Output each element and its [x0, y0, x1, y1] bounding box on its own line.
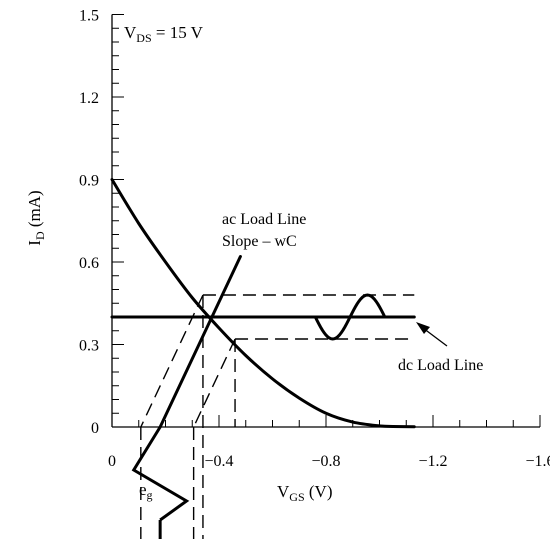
eg-label: eg [139, 480, 153, 502]
x-tick-label: −0.8 [311, 453, 340, 470]
y-tick-label: 1.5 [79, 8, 99, 25]
y-tick-label: 0.6 [79, 255, 99, 272]
ticks: 0 0.3 0.6 0.9 1.2 1.5 0 −0.4 −0.8 −1.2 −1.6 [79, 8, 550, 471]
y-axis-label: ID (mA) [25, 190, 47, 245]
ac-parallel-upper [140, 294, 204, 428]
dc-load-line-arrow [422, 327, 448, 347]
ac-load-line-label: ac Load Line [222, 211, 306, 228]
curves [110, 178, 416, 429]
projection-lines [140, 294, 415, 539]
ac-load-line-slope-label: Slope – wC [222, 233, 297, 250]
x-tick-label: −1.6 [525, 453, 550, 470]
signal-waves [131, 293, 387, 539]
x-tick-label: −0.4 [204, 453, 233, 470]
dc-load-line-arrowhead [416, 322, 430, 334]
input-signal-wave [131, 426, 190, 522]
dc-load-line-label: dc Load Line [398, 357, 483, 374]
ac-load-line [158, 255, 242, 429]
x-axis-label: VGS (V) [277, 482, 332, 504]
output-current-wave [313, 293, 387, 341]
condition-label: VDS = 15 V [124, 23, 204, 45]
y-tick-label: 0.3 [79, 338, 99, 355]
transfer-curve [110, 178, 416, 429]
y-tick-label: 0.9 [79, 173, 99, 190]
y-tick-label: 0 [91, 420, 99, 437]
x-tick-label: 0 [108, 453, 116, 470]
ac-parallel-lower [192, 338, 236, 428]
x-tick-label: −1.2 [418, 453, 447, 470]
y-tick-label: 1.2 [79, 90, 99, 107]
